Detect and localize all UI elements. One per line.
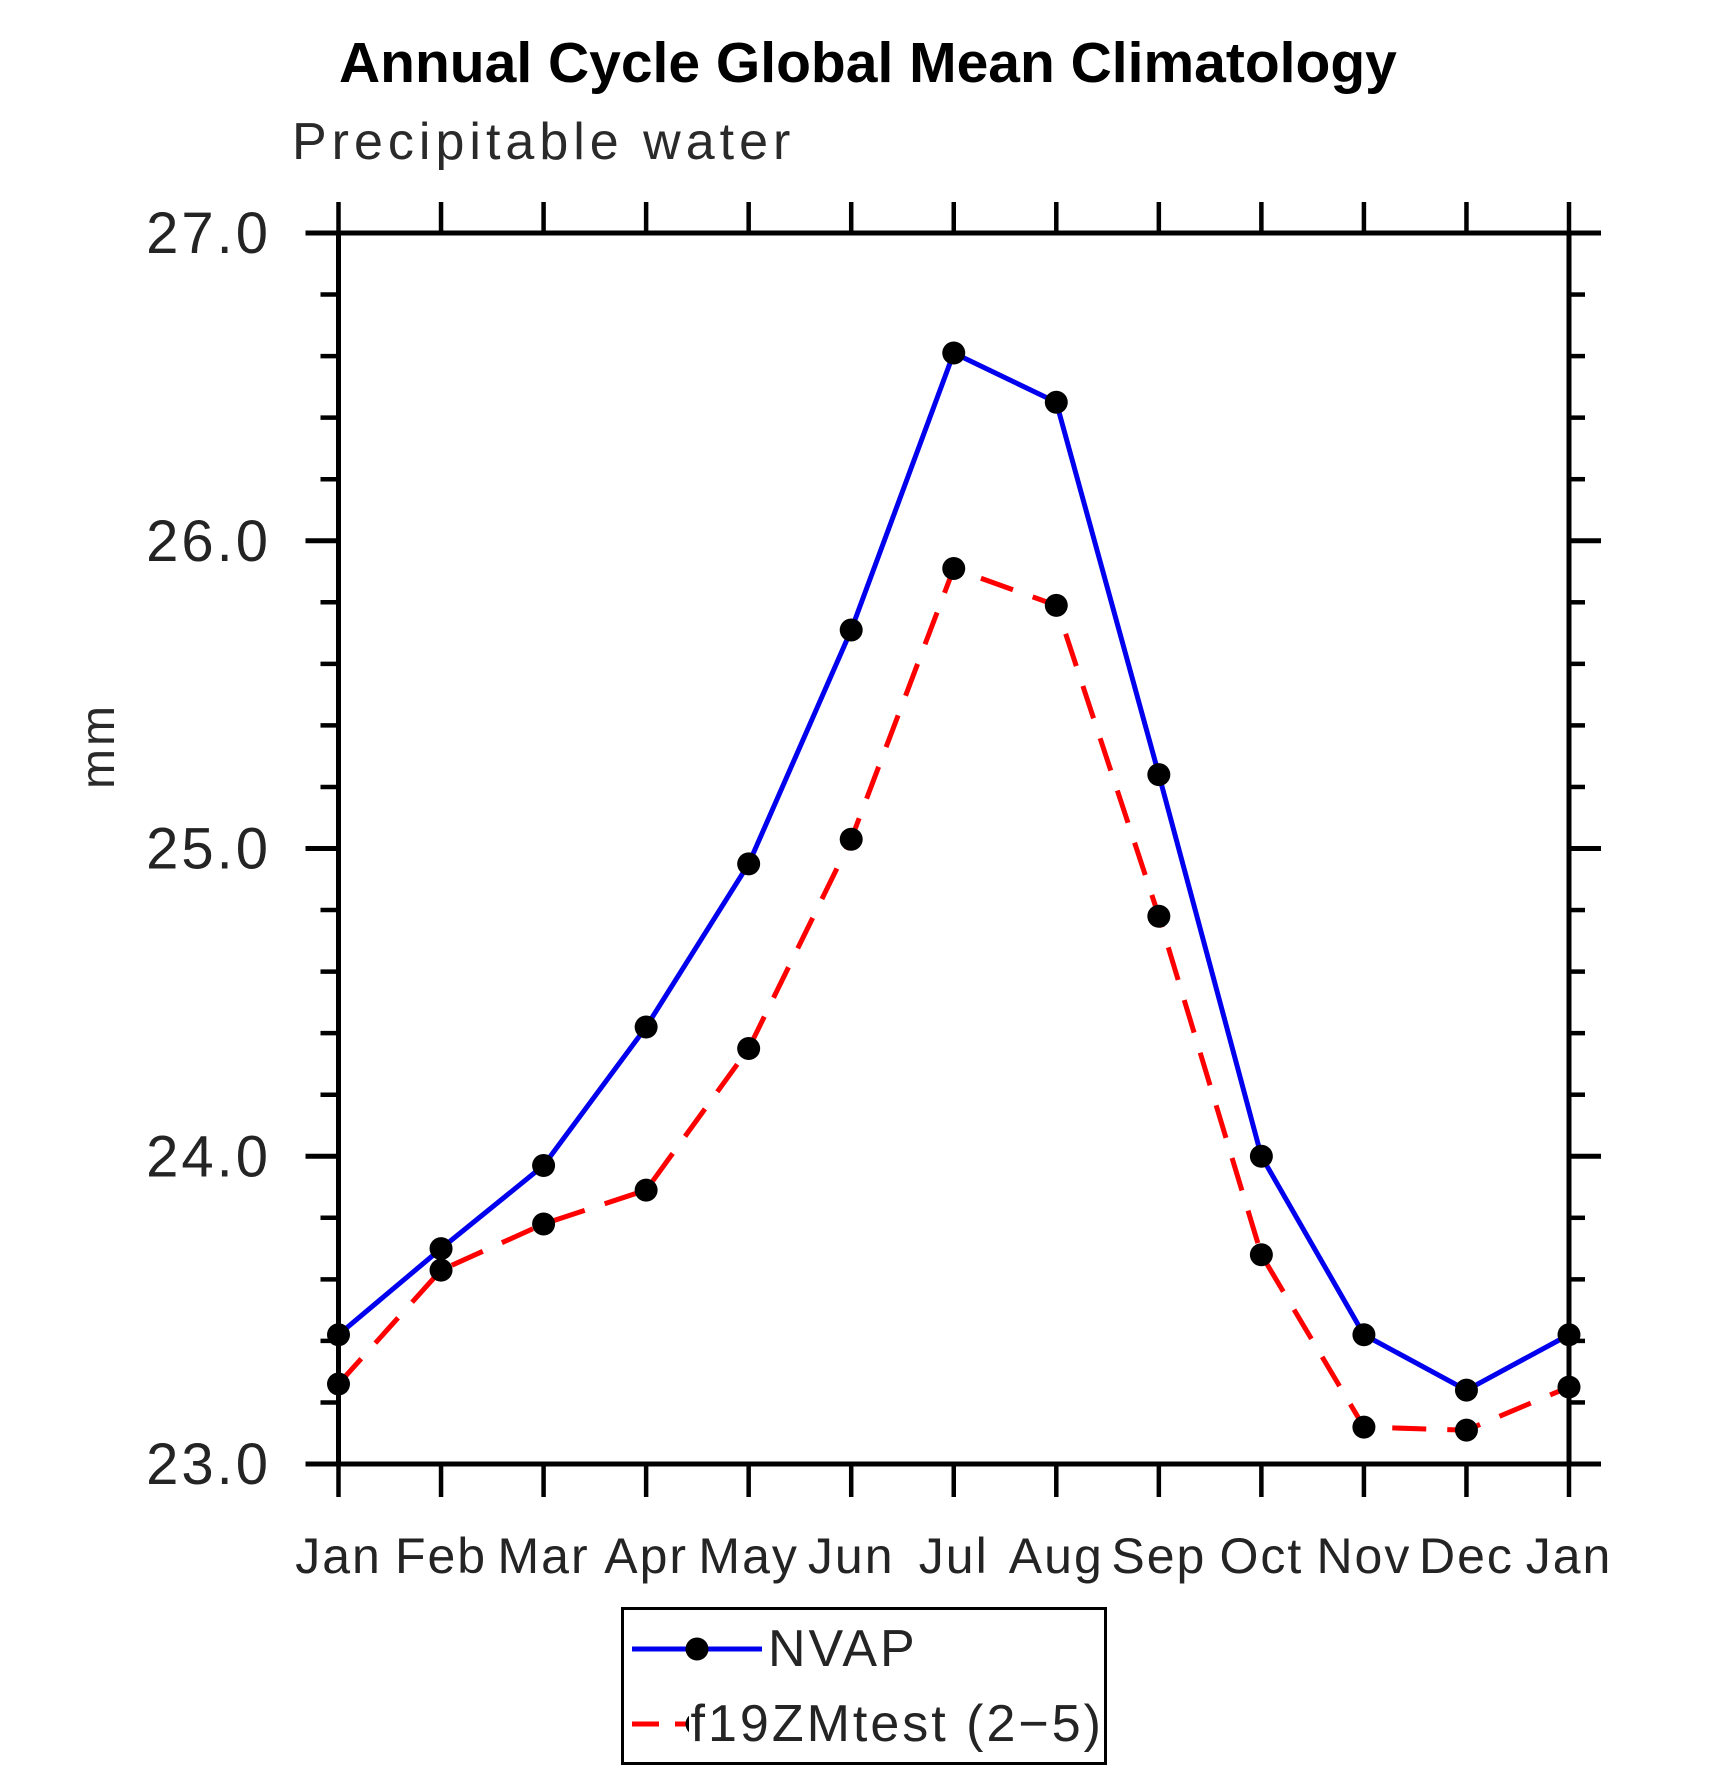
marker-f19zmtest-2-5--9 <box>1249 1243 1273 1267</box>
legend-line-nvap <box>632 1637 762 1660</box>
y-tick-label-25.0: 25.0 <box>146 817 271 882</box>
y-tick-label-27.0: 27.0 <box>146 201 271 266</box>
legend-marker-dot <box>685 1715 689 1732</box>
legend: NVAP f19ZMtest (2−5) <box>621 1607 1107 1765</box>
y-tick-label-23.0: 23.0 <box>146 1432 271 1497</box>
legend-label-nvap: NVAP <box>768 1619 918 1678</box>
x-tick-label-12: Jan <box>1526 1528 1613 1584</box>
x-tick-label-10: Nov <box>1316 1528 1411 1584</box>
marker-nvap-11 <box>1454 1378 1478 1402</box>
legend-item: f19ZMtest (2−5) <box>624 1686 1104 1761</box>
marker-nvap-1 <box>429 1237 453 1261</box>
marker-nvap-3 <box>634 1015 658 1039</box>
x-tick-label-2: Mar <box>498 1528 590 1584</box>
marker-f19zmtest-2-5--2 <box>532 1212 556 1236</box>
marker-f19zmtest-2-5--1 <box>429 1258 453 1282</box>
marker-f19zmtest-2-5--7 <box>1044 593 1068 617</box>
x-tick-label-3: Apr <box>604 1528 688 1584</box>
marker-nvap-6 <box>942 341 966 365</box>
marker-nvap-5 <box>839 618 863 642</box>
x-tick-label-7: Aug <box>1009 1528 1104 1584</box>
marker-nvap-7 <box>1044 390 1068 414</box>
marker-f19zmtest-2-5--5 <box>839 827 863 851</box>
legend-marker-dot <box>685 1637 709 1660</box>
marker-nvap-4 <box>737 852 761 876</box>
x-tick-label-9: Oct <box>1219 1528 1303 1584</box>
y-tick-label-24.0: 24.0 <box>146 1124 271 1189</box>
x-tick-label-1: Feb <box>395 1528 487 1584</box>
marker-nvap-0 <box>327 1323 350 1347</box>
x-tick-label-6: Jul <box>919 1528 989 1584</box>
marker-f19zmtest-2-5--6 <box>942 556 966 580</box>
marker-nvap-12 <box>1557 1323 1581 1347</box>
marker-nvap-2 <box>532 1153 556 1177</box>
marker-nvap-8 <box>1147 763 1171 787</box>
legend-line-f19zmtest <box>632 1715 689 1732</box>
series-line-f19zmtest-2-5- <box>336 565 1570 1433</box>
marker-f19zmtest-2-5--8 <box>1147 904 1171 928</box>
legend-label-f19zmtest: f19ZMtest (2−5) <box>690 1694 1104 1753</box>
y-tick-label-26.0: 26.0 <box>146 509 271 574</box>
marker-f19zmtest-2-5--11 <box>1454 1418 1478 1442</box>
marker-f19zmtest-2-5--4 <box>737 1037 761 1061</box>
legend-item: NVAP <box>624 1611 1104 1686</box>
x-tick-label-5: Jun <box>808 1528 895 1584</box>
marker-nvap-9 <box>1249 1144 1273 1168</box>
x-tick-label-0: Jan <box>295 1528 382 1584</box>
marker-f19zmtest-2-5--12 <box>1557 1375 1581 1399</box>
x-tick-label-11: Dec <box>1419 1528 1514 1584</box>
x-tick-label-8: Sep <box>1111 1528 1206 1584</box>
marker-f19zmtest-2-5--3 <box>634 1178 658 1202</box>
marker-f19zmtest-2-5--10 <box>1352 1415 1376 1439</box>
x-tick-label-4: May <box>698 1528 798 1584</box>
marker-nvap-10 <box>1352 1323 1376 1347</box>
marker-f19zmtest-2-5--0 <box>327 1372 350 1396</box>
chart-subtitle: Precipitable water <box>292 113 796 171</box>
chart-title: Annual Cycle Global Mean Climatology <box>339 31 1397 95</box>
